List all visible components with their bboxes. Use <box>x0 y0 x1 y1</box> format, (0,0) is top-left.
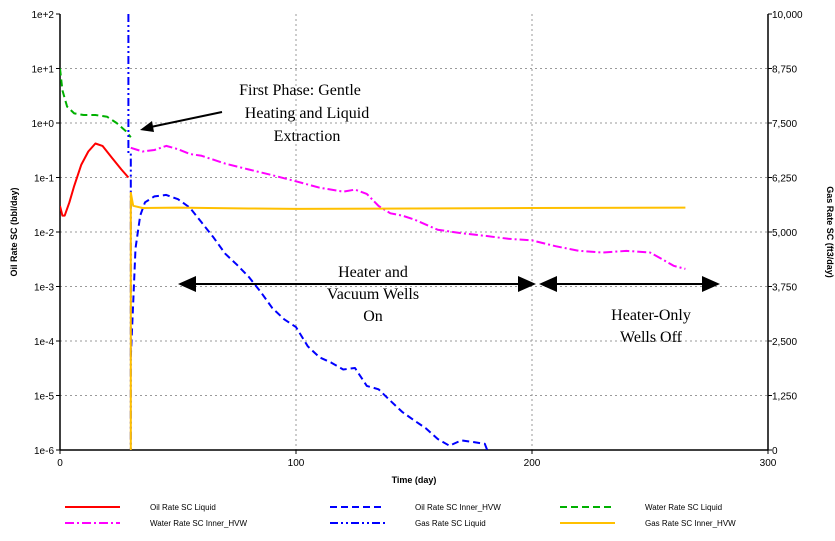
annotation-heater-only: Heater-Only Wells Off <box>539 276 720 346</box>
legend-label: Water Rate SC Liquid <box>645 503 722 512</box>
annotation-heater-vacuum: Heater and Vacuum Wells On <box>178 264 536 325</box>
right-tick-label: 0 <box>772 446 778 457</box>
legend-label: Oil Rate SC Liquid <box>150 503 216 512</box>
left-tick-label: 1e+0 <box>31 119 54 130</box>
annotation-first-phase-line: Heating and Liquid <box>245 105 369 122</box>
right-tick-label: 8,750 <box>772 65 797 76</box>
annotation-heater-vacuum-arrowhead-left <box>178 276 196 292</box>
annotation-first-phase-arrowhead <box>140 121 154 132</box>
annotation-heater-vacuum-line: On <box>363 308 383 325</box>
right-tick-label: 6,250 <box>772 174 797 185</box>
x-axis-title: Time (day) <box>392 475 437 485</box>
right-tick-label: 10,000 <box>772 10 803 21</box>
legend: Oil Rate SC Liquid Oil Rate SC Inner_HVW W… <box>65 503 736 528</box>
legend-item: Gas Rate SC Liquid <box>330 519 486 528</box>
legend-label: Water Rate SC Inner_HVW <box>150 519 248 528</box>
grid <box>60 14 769 450</box>
legend-item: Oil Rate SC Liquid <box>65 503 216 512</box>
series-group <box>60 14 686 451</box>
annotation-heater-only-arrowhead-right <box>702 276 720 292</box>
legend-label: Gas Rate SC Liquid <box>415 519 486 528</box>
legend-label: Oil Rate SC Inner_HVW <box>415 503 501 512</box>
annotation-first-phase-line: Extraction <box>274 128 341 145</box>
annotation-heater-only-arrowhead-left <box>539 276 557 292</box>
annotation-first-phase-line: First Phase: Gentle <box>239 82 361 99</box>
annotation-heater-vacuum-line: Heater and <box>338 264 408 281</box>
left-tick-label: 1e+2 <box>31 10 54 21</box>
water-rate-inner-hvw-line <box>130 144 686 270</box>
left-axis-title: Oil Rate SC (bbl/day) <box>9 187 19 276</box>
legend-label: Gas Rate SC Inner_HVW <box>645 519 736 528</box>
legend-item: Oil Rate SC Inner_HVW <box>330 503 501 512</box>
left-tick-label: 1e-2 <box>34 228 54 239</box>
right-tick-label: 2,500 <box>772 337 797 348</box>
right-tick-label: 1,250 <box>772 392 797 403</box>
x-tick-label: 200 <box>524 458 541 469</box>
left-tick-label: 1e-4 <box>34 337 54 348</box>
x-tick-label: 100 <box>288 458 305 469</box>
annotation-first-phase-arrow <box>145 111 223 129</box>
left-tick-label: 1e-1 <box>34 174 54 185</box>
right-tick-label: 3,750 <box>772 283 797 294</box>
annotation-heater-vacuum-arrowhead-right <box>518 276 536 292</box>
annotation-heater-only-line: Heater-Only <box>611 307 691 324</box>
annotation-heater-only-line: Wells Off <box>620 329 683 346</box>
right-axis-title: Gas Rate SC (ft3/day) <box>825 186 835 278</box>
legend-item: Water Rate SC Liquid <box>560 503 722 512</box>
x-tick-label: 0 <box>57 458 63 469</box>
legend-item: Gas Rate SC Inner_HVW <box>560 519 736 528</box>
oil-rate-liquid-line <box>60 142 130 217</box>
left-tick-label: 1e-3 <box>34 283 54 294</box>
right-tick-label: 7,500 <box>772 119 797 130</box>
left-tick-label: 1e+1 <box>31 65 54 76</box>
annotation-heater-vacuum-line: Vacuum Wells <box>327 286 419 303</box>
left-tick-label: 1e-6 <box>34 446 54 457</box>
left-tick-label: 1e-5 <box>34 392 54 403</box>
legend-item: Water Rate SC Inner_HVW <box>65 519 248 528</box>
right-tick-label: 5,000 <box>772 228 797 239</box>
oil-rate-inner-hvw-line <box>129 193 489 451</box>
water-rate-liquid-line <box>60 68 132 138</box>
x-tick-label: 300 <box>760 458 777 469</box>
gas-rate-inner-hvw-line <box>129 191 686 450</box>
annotation-first-phase: First Phase: Gentle Heating and Liquid Ext… <box>140 82 369 145</box>
